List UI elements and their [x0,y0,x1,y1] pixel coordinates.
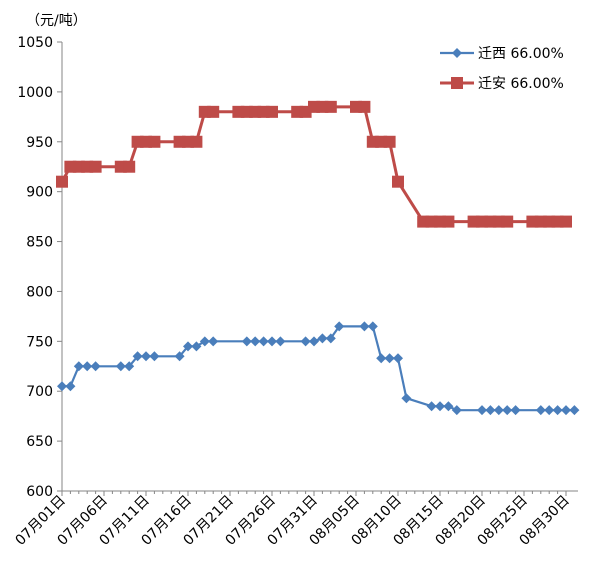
data-point [560,215,572,228]
data-point [325,333,336,344]
data-point [569,405,580,416]
y-tick-label: 800 [26,284,53,300]
data-point [359,321,370,332]
data-point [367,321,378,332]
data-point [392,175,404,188]
data-point [183,341,193,352]
data-point [510,405,521,416]
legend-marker [452,48,462,58]
data-point [267,336,277,347]
y-tick-label: 1000 [17,85,53,101]
data-point [191,341,202,352]
legend-label: 迁安 66.00% [478,76,564,92]
y-tick-label: 1050 [17,35,53,51]
data-point [241,336,252,347]
data-point [393,353,403,364]
data-point [317,333,328,344]
data-point [451,405,462,416]
data-point [123,160,136,173]
data-point [250,336,261,347]
data-point [174,351,185,362]
x-axis-ticks: 07月01日07月06日07月11日07月16日07月21日07月26日07月3… [13,491,573,549]
data-point [258,336,269,347]
data-point [358,100,371,113]
data-point [115,361,126,372]
legend-label: 迁西 66.00% [478,46,564,62]
series-line [60,105,566,224]
series-1 [57,321,580,416]
data-point [493,405,504,416]
y-tick-label: 850 [26,235,53,251]
y-tick-label: 700 [26,384,53,400]
data-point [208,336,219,347]
data-point [502,405,513,416]
legend-item-1: 迁西 66.00% [440,46,564,62]
data-point [435,401,445,412]
data-point [275,336,286,347]
data-point [141,351,151,362]
data-point [561,405,571,416]
data-point [266,105,278,118]
data-point [383,135,396,148]
data-point [501,215,514,228]
data-point [73,361,84,372]
data-point [89,160,102,173]
data-point [57,381,67,392]
data-point [82,361,93,372]
data-point [132,351,143,362]
data-point [334,321,345,332]
data-point [384,353,395,364]
data-point [443,401,454,412]
data-point [324,100,337,113]
y-tick-label: 900 [26,185,53,201]
data-point [149,351,160,362]
data-point [65,381,76,392]
y-unit-label: （元/吨） [26,13,87,29]
data-point [309,336,319,347]
data-point [148,135,161,148]
data-point [477,405,487,416]
data-point [442,215,455,228]
data-point [300,336,311,347]
y-tick-label: 650 [26,434,53,450]
legend-item-2: 迁安 66.00% [440,76,564,92]
data-point [485,405,496,416]
data-point [426,401,437,412]
legend: 迁西 66.00% 迁安 66.00% [440,46,564,92]
data-point [124,361,135,372]
y-tick-label: 950 [26,135,53,151]
data-point [190,135,203,148]
data-point [90,361,101,372]
axes [61,42,578,492]
y-tick-label: 750 [26,334,53,350]
data-point [207,105,220,118]
data-point [376,353,387,364]
data-point [544,405,555,416]
y-axis-ticks: 600 650 700 750 800 850 900 950 1000 1050 [17,35,62,500]
series-2 [56,100,572,228]
data-point [56,175,68,188]
legend-marker [451,77,463,89]
data-point [401,393,412,404]
y-tick-label: 600 [26,484,53,500]
data-point [552,405,563,416]
data-point [199,336,210,347]
series-layer [56,100,580,416]
data-point [535,405,546,416]
